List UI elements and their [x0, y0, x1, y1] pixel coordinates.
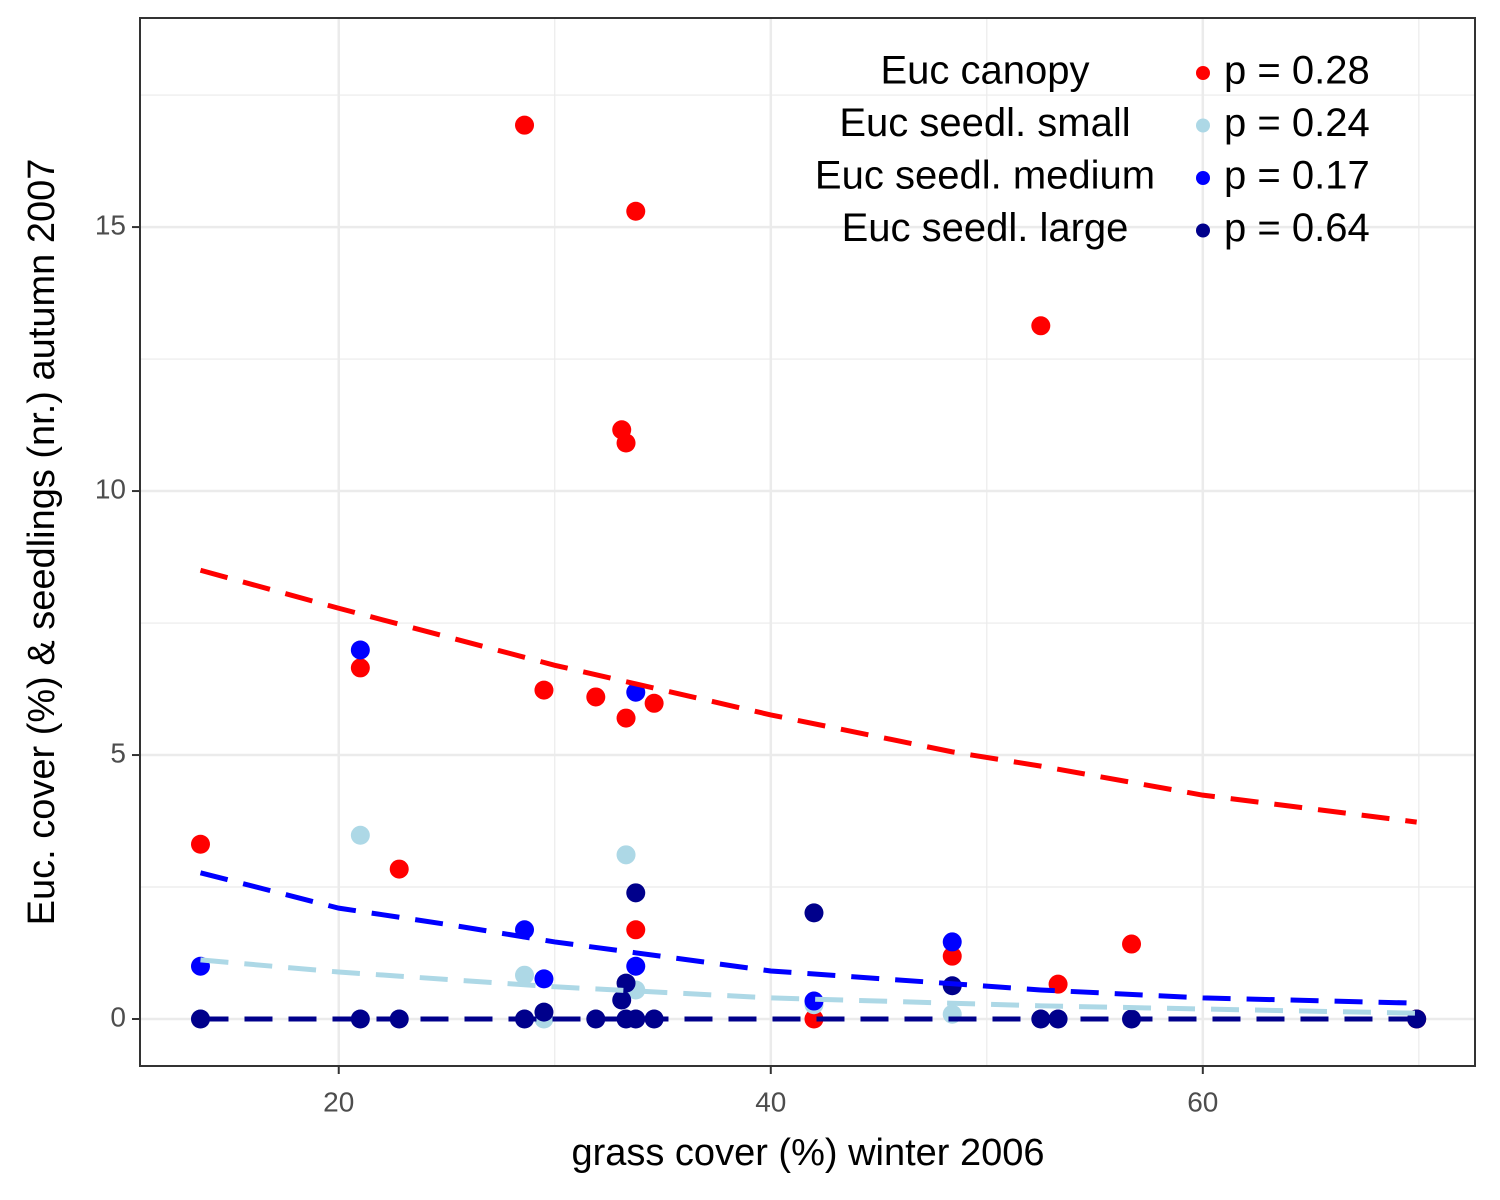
point: [804, 903, 824, 923]
point: [942, 946, 962, 966]
x-axis-title: grass cover (%) winter 2006: [571, 1132, 1044, 1174]
fit-line: [200, 957, 1417, 1016]
point: [616, 708, 636, 728]
legend-key: [1196, 66, 1210, 80]
point: [626, 920, 646, 940]
point: [626, 1009, 646, 1029]
legend-key: [1196, 171, 1210, 185]
point: [586, 1009, 606, 1029]
point: [534, 680, 554, 700]
y-tick-label: 10: [95, 473, 126, 504]
legend-p-label: p = 0.64: [1224, 206, 1370, 250]
fit-line: [199, 567, 1417, 825]
point: [626, 883, 646, 903]
legend-label: Euc seedl. medium: [815, 154, 1155, 198]
point: [350, 658, 370, 678]
legend-p-label: p = 0.24: [1224, 101, 1370, 145]
legend-key: [1196, 223, 1210, 238]
y-tick-label: 15: [95, 209, 126, 240]
legend-label: Euc canopy: [880, 49, 1089, 93]
point: [350, 640, 370, 660]
legend-label: Euc seedl. large: [842, 206, 1129, 250]
point: [616, 845, 636, 865]
point: [644, 693, 664, 713]
point: [586, 687, 606, 707]
point: [942, 932, 962, 952]
legend-p-label: p = 0.17: [1224, 154, 1370, 198]
point: [190, 834, 210, 854]
y-tick-label: 0: [110, 1001, 126, 1032]
y-tick-label: 5: [110, 737, 126, 768]
point: [616, 433, 636, 453]
point: [534, 1002, 554, 1022]
legend-label: Euc seedl. small: [839, 101, 1130, 145]
point: [1122, 934, 1142, 954]
point: [515, 115, 535, 135]
point: [612, 990, 632, 1010]
point: [534, 969, 554, 989]
fit-line: [199, 870, 1417, 1006]
x-tick-label: 40: [755, 1086, 786, 1117]
y-axis-title: Euc. cover (%) & seedlings (nr.) autumn …: [21, 159, 63, 926]
legend-p-label: p = 0.28: [1224, 49, 1370, 93]
point: [515, 965, 535, 985]
point: [1031, 316, 1051, 336]
legend-key: [1196, 118, 1210, 133]
x-tick-label: 60: [1187, 1086, 1218, 1117]
point: [804, 1009, 824, 1029]
point: [626, 201, 646, 221]
point: [389, 859, 409, 879]
point: [350, 825, 370, 845]
point: [626, 956, 646, 976]
panel-border: [139, 17, 1476, 1067]
point: [804, 991, 824, 1011]
x-tick-label: 20: [323, 1086, 354, 1117]
